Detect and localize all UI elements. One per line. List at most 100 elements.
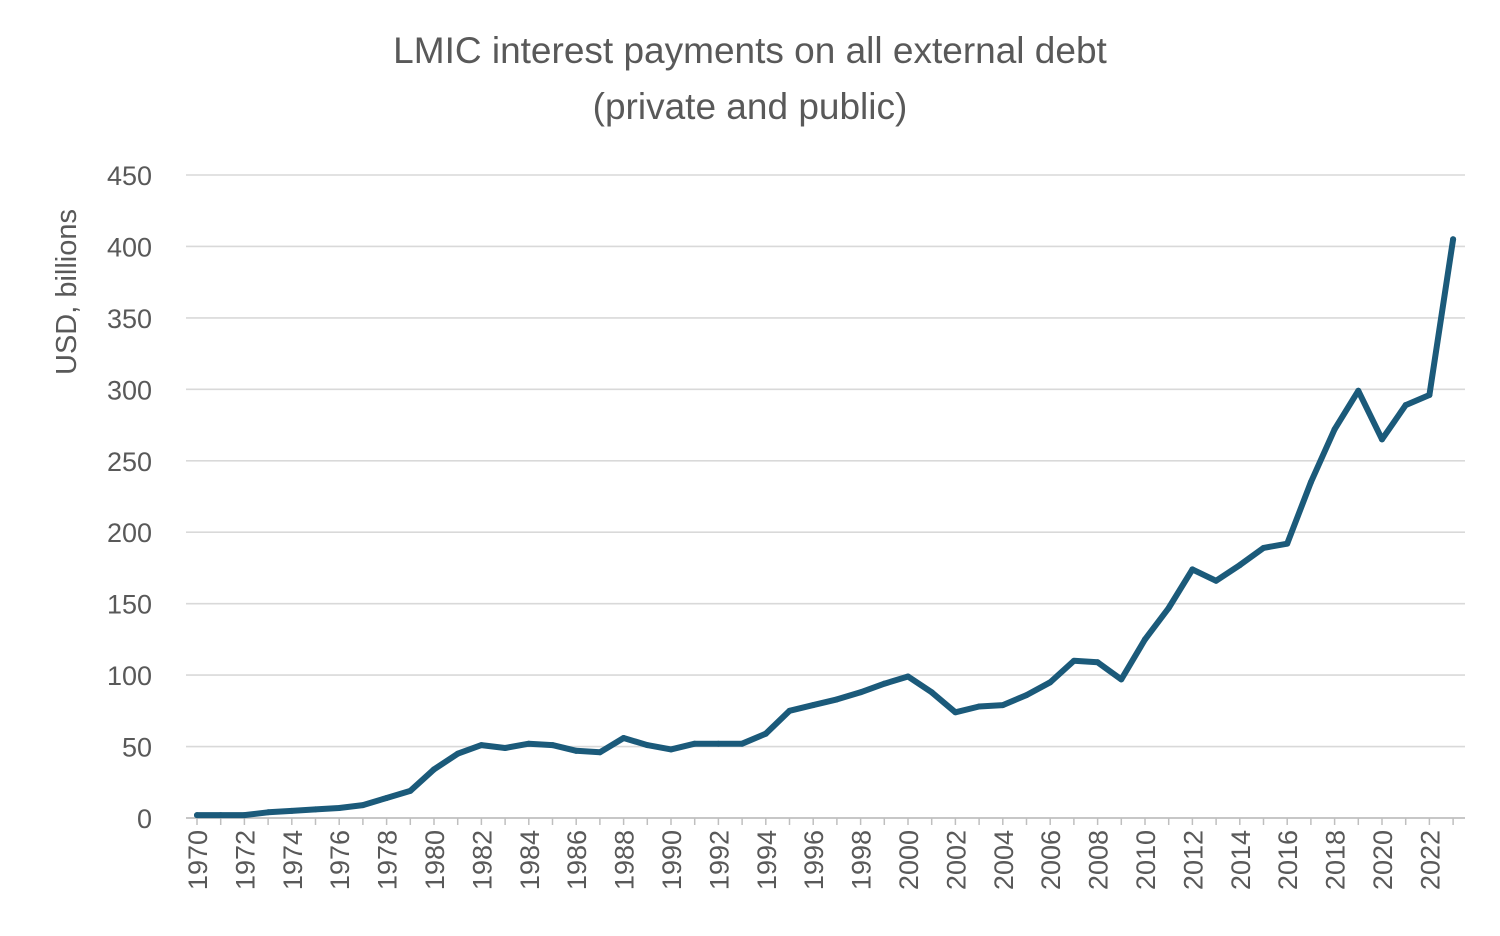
data-point xyxy=(1047,679,1054,686)
x-tick-label: 2004 xyxy=(989,830,1019,890)
x-tick-label: 1974 xyxy=(278,830,308,890)
data-point xyxy=(502,744,509,751)
x-tick-label: 2022 xyxy=(1415,830,1445,890)
x-tick-label: 2010 xyxy=(1131,830,1161,890)
data-point xyxy=(1070,657,1077,664)
data-point xyxy=(431,766,437,773)
y-axis-title: USD, billions xyxy=(51,209,83,375)
data-point xyxy=(1213,577,1220,584)
data-point xyxy=(1402,402,1409,409)
x-tick-label: 2018 xyxy=(1321,830,1351,890)
data-point xyxy=(691,740,698,747)
data-point xyxy=(668,746,674,753)
data-point xyxy=(1355,387,1362,394)
x-tick-label: 2020 xyxy=(1368,830,1398,890)
data-point xyxy=(715,740,722,747)
data-point xyxy=(288,807,295,814)
data-point xyxy=(1307,479,1314,486)
x-tick-label: 1972 xyxy=(230,830,260,890)
data-point xyxy=(1094,659,1101,666)
data-point xyxy=(1165,604,1172,611)
data-point xyxy=(857,689,864,696)
data-point xyxy=(336,804,343,811)
data-point xyxy=(644,742,651,749)
data-point xyxy=(928,689,935,696)
x-tick-label: 1980 xyxy=(420,830,450,890)
series-line xyxy=(194,236,1457,819)
data-point xyxy=(905,673,911,680)
data-point xyxy=(573,747,580,754)
y-tick-label: 300 xyxy=(107,375,152,405)
data-point xyxy=(786,707,793,714)
x-tick-label: 1984 xyxy=(515,830,545,890)
data-point xyxy=(999,702,1006,709)
chart-title: LMIC interest payments on all external d… xyxy=(393,30,1107,71)
data-point xyxy=(383,794,390,801)
data-point xyxy=(241,812,248,819)
data-point xyxy=(1142,636,1148,643)
data-point xyxy=(1189,566,1196,573)
y-tick-label: 400 xyxy=(107,232,152,262)
data-point xyxy=(739,740,746,747)
x-tick-label: 1992 xyxy=(704,830,734,890)
x-tick-label: 2006 xyxy=(1036,830,1066,890)
y-tick-label: 100 xyxy=(107,661,152,691)
y-tick-label: 50 xyxy=(122,733,152,763)
data-point xyxy=(359,802,366,809)
data-point xyxy=(1331,426,1338,433)
data-point xyxy=(312,806,319,813)
data-point xyxy=(1284,540,1291,547)
x-tick-label: 1994 xyxy=(752,830,782,890)
x-tick-label: 1986 xyxy=(562,830,592,890)
data-point xyxy=(1236,562,1243,569)
x-tick-label: 1976 xyxy=(325,830,355,890)
x-tick-label: 1998 xyxy=(847,830,877,890)
data-point xyxy=(1023,692,1030,699)
data-point xyxy=(1260,544,1267,551)
axes xyxy=(186,817,1465,825)
data-point xyxy=(1450,236,1457,243)
x-tick-label: 2016 xyxy=(1273,830,1303,890)
data-point xyxy=(596,749,603,756)
y-tick-label: 350 xyxy=(107,304,152,334)
gridlines xyxy=(186,174,1465,748)
data-point xyxy=(952,709,959,716)
data-point xyxy=(976,703,983,710)
x-tick-label: 1988 xyxy=(610,830,640,890)
x-tick-label: 2000 xyxy=(894,830,924,890)
y-tick-labels: 0 50 100 150 200 250 300 350 400 450 xyxy=(107,161,152,834)
y-tick-label: 0 xyxy=(137,804,152,834)
x-tick-label: 2008 xyxy=(1084,830,1114,890)
data-point xyxy=(194,812,200,819)
x-tick-label: 1978 xyxy=(373,830,403,890)
data-point xyxy=(833,696,840,703)
x-tick-label: 2014 xyxy=(1226,830,1256,890)
data-point xyxy=(549,742,556,749)
y-tick-label: 450 xyxy=(107,161,152,191)
data-point xyxy=(217,812,224,819)
x-tick-label: 1990 xyxy=(657,830,687,890)
data-point xyxy=(454,750,461,757)
x-tick-labels: 1970 1972 1974 1976 1978 1980 1982 1984 1986 1988… xyxy=(183,830,1445,890)
chart-subtitle: (private and public) xyxy=(592,86,908,127)
series-layer xyxy=(194,236,1457,819)
data-point xyxy=(881,680,888,687)
data-point xyxy=(1118,676,1125,683)
x-tick-label: 1982 xyxy=(467,830,497,890)
data-point xyxy=(810,702,817,709)
x-tick-label: 2012 xyxy=(1178,830,1208,890)
y-tick-label: 200 xyxy=(107,518,152,548)
y-tick-label: 250 xyxy=(107,447,152,477)
data-point xyxy=(525,740,532,747)
data-point xyxy=(620,734,627,741)
data-point xyxy=(265,809,272,816)
x-tick-label: 1970 xyxy=(183,830,213,890)
y-tick-label: 150 xyxy=(107,590,152,620)
data-point xyxy=(762,730,769,737)
x-tick-label: 1996 xyxy=(799,830,829,890)
data-point xyxy=(478,742,485,749)
data-point xyxy=(1379,436,1385,443)
data-point xyxy=(1426,392,1433,399)
